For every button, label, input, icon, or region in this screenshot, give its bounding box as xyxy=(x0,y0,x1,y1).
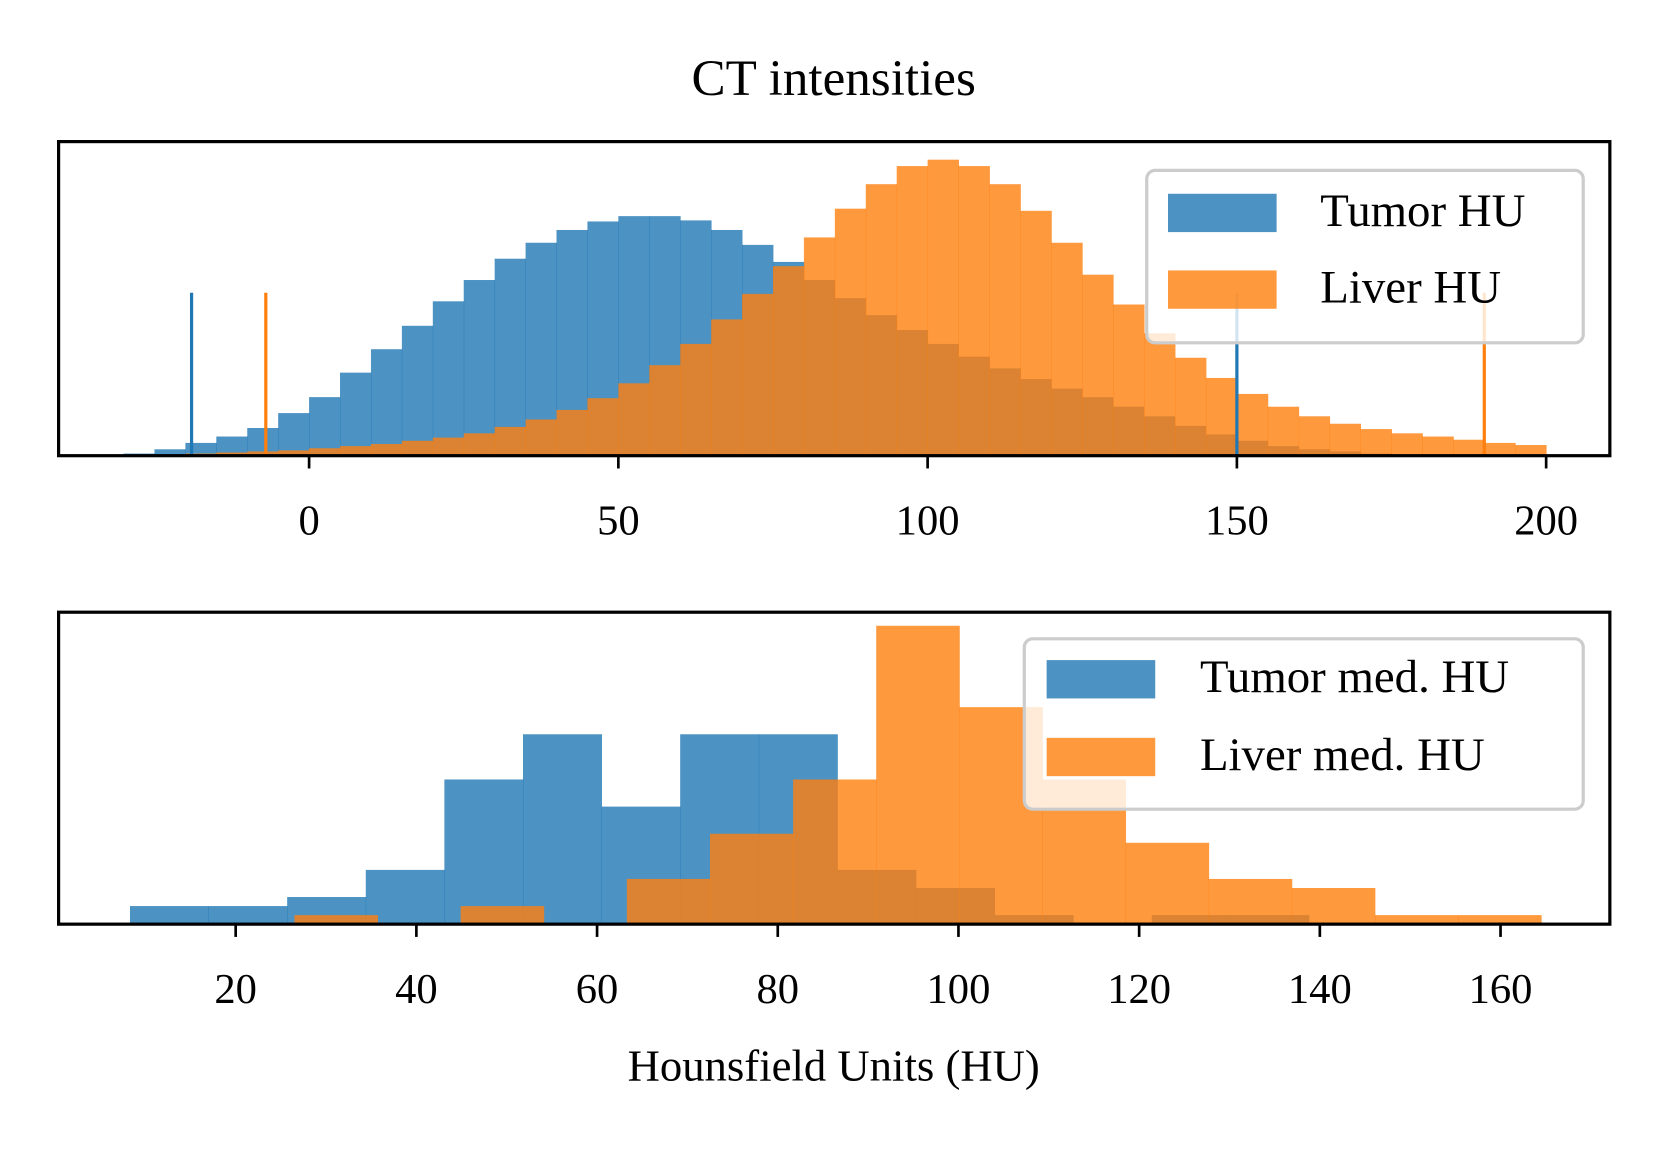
x-tick-label: 100 xyxy=(927,966,991,1013)
axes-frame xyxy=(56,140,1612,458)
legend-label: Tumor HU xyxy=(1320,185,1525,237)
hist-bar xyxy=(309,397,341,456)
hist-bar xyxy=(340,372,372,456)
x-tick-label: 40 xyxy=(395,966,438,1013)
hist-bar xyxy=(1329,423,1362,456)
hist-bar xyxy=(1484,442,1516,456)
x-tick-label: 160 xyxy=(1469,966,1533,1013)
hist-bar xyxy=(370,443,403,456)
x-tick-label: 20 xyxy=(214,966,257,1013)
x-tick-label: 140 xyxy=(1288,966,1352,1013)
hist-bar xyxy=(865,184,898,456)
hist-bar xyxy=(1422,436,1454,456)
hist-bar xyxy=(1082,274,1114,456)
hist-bar xyxy=(989,184,1021,456)
hist-bar xyxy=(742,293,774,456)
hist-bar xyxy=(958,166,990,456)
hist-bar xyxy=(432,437,465,456)
x-tick-label: 100 xyxy=(896,498,960,545)
x-axis-label: Hounsfield Units (HU) xyxy=(628,1040,1040,1090)
legend-swatch xyxy=(1168,270,1277,309)
hist-bar xyxy=(709,833,794,925)
hist-bar xyxy=(1205,377,1238,456)
hist-bar xyxy=(834,208,867,456)
hist-bar xyxy=(1515,445,1547,456)
legend-box xyxy=(1022,637,1585,811)
x-tick-label: 80 xyxy=(756,966,799,1013)
hist-bar xyxy=(618,383,650,456)
hist-bar xyxy=(1020,210,1052,456)
hist-bar xyxy=(432,301,465,456)
legend-swatch xyxy=(1168,193,1277,233)
hist-bar xyxy=(494,426,527,456)
hist-bar xyxy=(803,237,836,456)
hist-bar xyxy=(370,349,403,456)
hist-bar xyxy=(1453,439,1485,456)
hist-bar xyxy=(1458,915,1542,925)
legend-label: Tumor med. HU xyxy=(1200,651,1509,703)
hist-bar xyxy=(309,448,341,456)
hist-bar xyxy=(680,343,712,456)
hist-bar xyxy=(626,878,711,925)
hist-bar xyxy=(278,413,310,456)
hist-bar xyxy=(1208,878,1293,925)
x-tick-label: 50 xyxy=(597,498,640,545)
hist-bar xyxy=(129,906,209,925)
hist-bar xyxy=(1374,915,1459,925)
x-tick-label: 150 xyxy=(1205,498,1269,545)
axes-frame xyxy=(56,610,1612,926)
hist-bar xyxy=(1125,842,1210,925)
hist-bar xyxy=(278,450,310,456)
hist-bar xyxy=(1144,333,1176,456)
hist-bar xyxy=(522,734,603,925)
hist-bar xyxy=(1236,393,1269,456)
hist-bar xyxy=(1360,429,1392,456)
hist-bar xyxy=(793,779,877,925)
hist-bar xyxy=(185,442,217,456)
hist-bar xyxy=(463,280,496,456)
x-tick-label: 200 xyxy=(1514,498,1578,545)
hist-bar xyxy=(896,166,929,456)
x-tick-label: 0 xyxy=(298,498,319,545)
hist-bar xyxy=(525,419,557,456)
hist-bar xyxy=(463,433,496,456)
hist-bar xyxy=(208,906,288,925)
hist-bar xyxy=(556,409,588,456)
x-tick-label: 60 xyxy=(576,966,619,1013)
legend-label: Liver med. HU xyxy=(1200,729,1485,781)
hist-bar xyxy=(772,266,805,456)
hist-bar xyxy=(1051,242,1083,456)
legend-label: Liver HU xyxy=(1320,261,1501,313)
hist-bar xyxy=(711,319,743,456)
legend-swatch xyxy=(1046,660,1156,699)
chart-title: CT intensities xyxy=(692,50,976,107)
hist-bar xyxy=(216,436,248,456)
x-tick-label: 120 xyxy=(1107,966,1171,1013)
hist-bar xyxy=(365,869,445,925)
hist-bar xyxy=(340,446,372,456)
hist-bar xyxy=(927,159,959,456)
hist-bar xyxy=(494,258,527,456)
hist-bar xyxy=(247,451,279,456)
hist-bar xyxy=(587,398,619,456)
hist-bar xyxy=(294,915,378,925)
hist-bar xyxy=(1175,357,1207,456)
hist-bar xyxy=(1267,406,1300,456)
hist-bar xyxy=(247,428,279,456)
hist-bar xyxy=(1391,433,1423,456)
hist-bar xyxy=(1113,304,1145,456)
hist-bar xyxy=(876,625,960,925)
hist-bar xyxy=(1291,887,1376,925)
hist-bar xyxy=(1298,416,1331,456)
hist-bar xyxy=(649,365,681,456)
hist-bar xyxy=(401,440,434,456)
hist-bar xyxy=(401,325,434,456)
legend-swatch xyxy=(1046,737,1156,777)
hist-bar xyxy=(154,449,186,456)
hist-bar xyxy=(460,906,545,925)
hist-bar xyxy=(444,779,524,925)
